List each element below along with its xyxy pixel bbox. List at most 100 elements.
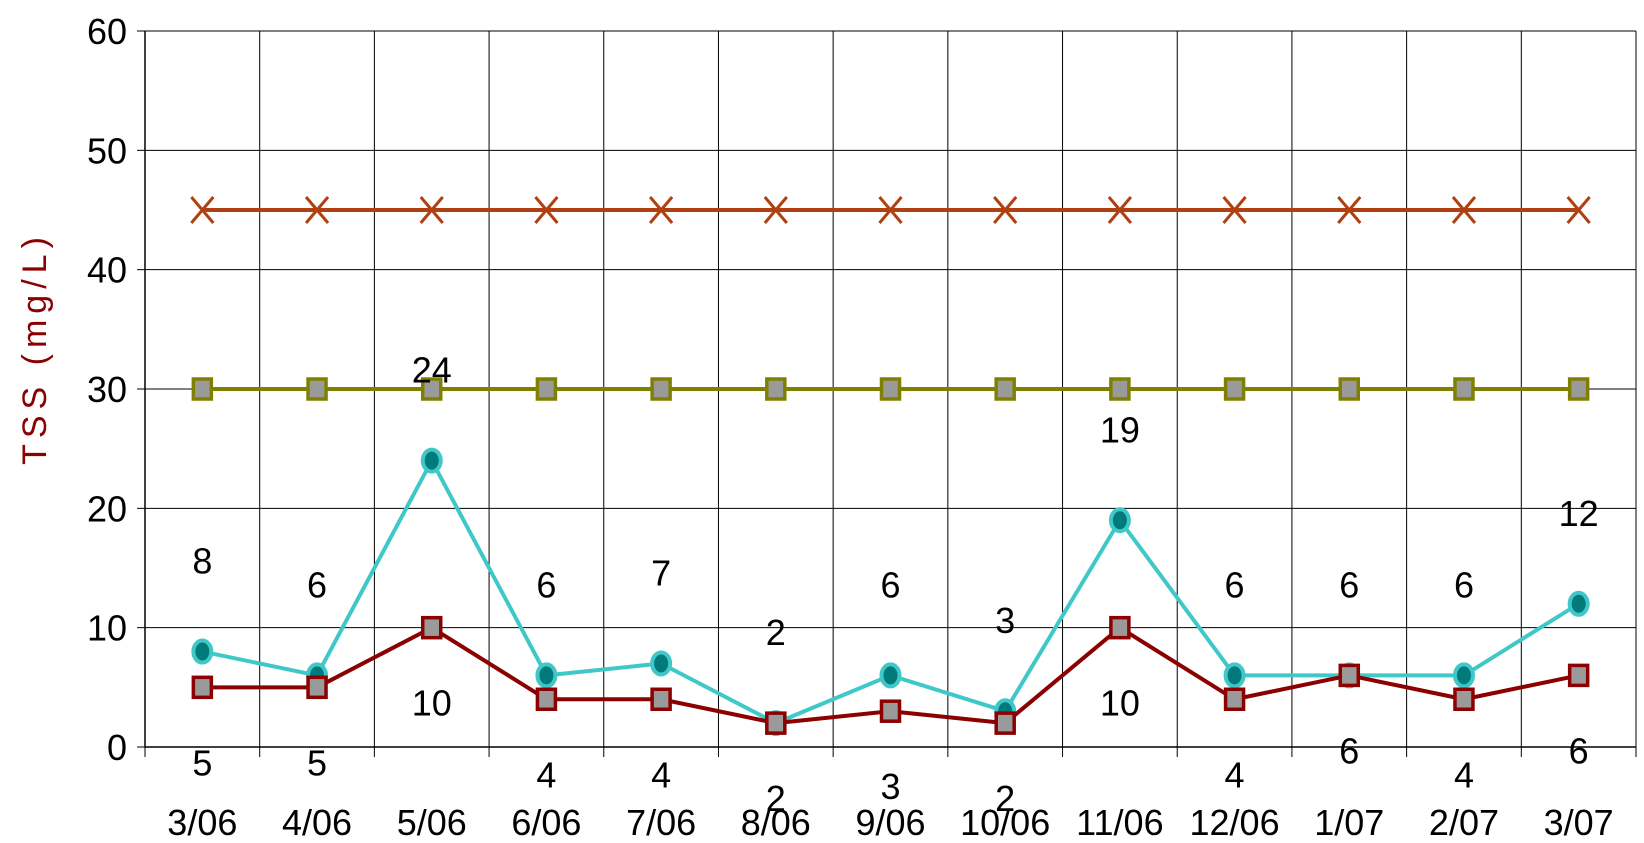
data-point-x-marker	[1107, 196, 1133, 224]
x-marker-stroke	[763, 196, 788, 224]
data-label: 2	[766, 612, 786, 653]
data-point-circle-marker	[535, 662, 558, 689]
data-point-circle-marker	[1108, 507, 1131, 534]
y-tick-label: 10	[87, 608, 127, 649]
data-point-square-marker	[306, 675, 328, 700]
x-marker-stroke	[1222, 196, 1247, 224]
data-label: 12	[1559, 493, 1599, 534]
data-label: 5	[307, 742, 327, 783]
data-label: 6	[880, 564, 900, 605]
x-marker-stroke	[1107, 196, 1133, 224]
y-axis-tick-labels: 0 10 20 30 40 50 60	[87, 11, 127, 768]
data-label: 6	[1225, 564, 1245, 605]
data-label: 6	[536, 564, 556, 605]
y-tick-label: 40	[87, 250, 127, 291]
data-point-square-marker	[1338, 377, 1361, 401]
x-marker-stroke	[190, 196, 215, 224]
x-tick-label: 1/07	[1314, 802, 1384, 843]
data-point-circle-marker	[1452, 662, 1475, 689]
data-point-square-marker	[879, 699, 902, 723]
data-point-square-marker	[1453, 377, 1475, 401]
data-label: 2	[766, 778, 786, 819]
axes	[137, 30, 1637, 757]
data-point-x-marker	[190, 196, 215, 224]
y-tick-label: 50	[87, 130, 127, 171]
data-point-square-marker	[535, 377, 558, 401]
data-point-square-marker	[1338, 663, 1361, 688]
data-label: 4	[1454, 754, 1474, 795]
data-label: 6	[1569, 730, 1589, 771]
data-point-square-marker	[765, 711, 787, 735]
x-marker-stroke	[878, 196, 903, 224]
x-tick-label: 7/06	[626, 802, 696, 843]
x-marker-stroke	[1451, 196, 1477, 224]
data-point-x-marker	[648, 196, 674, 224]
data-point-square-marker	[191, 377, 214, 401]
y-tick-label: 0	[107, 727, 127, 768]
x-tick-label: 9/06	[855, 802, 925, 843]
data-point-square-marker	[994, 711, 1016, 735]
data-label: 10	[1100, 683, 1140, 724]
data-point-square-marker	[306, 377, 328, 401]
data-point-x-marker	[763, 196, 788, 224]
data-label: 24	[412, 350, 452, 391]
y-axis-label: TSS (mg/L)	[16, 231, 54, 465]
data-label: 5	[192, 742, 212, 783]
x-tick-label: 4/06	[282, 802, 352, 843]
data-point-x-marker	[1337, 196, 1362, 224]
data-label: 3	[995, 600, 1015, 641]
x-marker-stroke	[1566, 196, 1591, 224]
y-tick-label: 20	[87, 488, 127, 529]
data-label: 7	[651, 552, 671, 593]
data-point-square-marker	[650, 377, 672, 401]
x-tick-label: 10/06	[960, 802, 1050, 843]
data-point-square-marker	[1567, 663, 1590, 688]
data-point-square-marker	[1567, 377, 1590, 401]
data-label: 6	[1339, 730, 1359, 771]
data-point-square-marker	[420, 377, 443, 401]
data-point-x-marker	[419, 196, 444, 224]
data-labels: 8 6 24 6 7 2 6 3 19 6 6 6 12 5 5 10 4 4 2 3 2 10 4 6 4 6	[192, 350, 1598, 820]
x-tick-label: 12/06	[1190, 802, 1280, 843]
data-point-square-marker	[650, 687, 672, 712]
data-label: 8	[192, 541, 212, 582]
data-point-square-marker	[994, 377, 1016, 401]
data-label: 6	[1454, 564, 1474, 605]
x-tick-label: 2/07	[1429, 802, 1499, 843]
data-label: 2	[995, 778, 1015, 819]
data-point-x-marker	[1566, 196, 1591, 224]
y-tick-label: 30	[87, 369, 127, 410]
y-tick-label: 60	[87, 11, 127, 52]
data-label: 19	[1100, 409, 1140, 450]
data-point-circle-marker	[420, 447, 443, 474]
data-label: 3	[880, 766, 900, 807]
data-point-x-marker	[534, 196, 559, 224]
data-label: 6	[1339, 564, 1359, 605]
data-point-x-marker	[1222, 196, 1247, 224]
data-point-circle-marker	[1223, 662, 1246, 689]
data-point-circle-marker	[191, 638, 214, 665]
x-axis-tick-labels: 3/06 4/06 5/06 6/06 7/06 8/06 9/06 10/06 11/06 12…	[167, 802, 1613, 843]
data-point-square-marker	[1223, 377, 1246, 401]
data-point-x-marker	[993, 196, 1018, 224]
x-marker-stroke	[648, 196, 674, 224]
data-point-circle-marker	[879, 662, 902, 689]
x-tick-label: 11/06	[1076, 802, 1163, 843]
x-tick-label: 6/06	[511, 802, 581, 843]
data-point-x-marker	[1451, 196, 1477, 224]
data-point-square-marker	[765, 377, 787, 401]
data-point-square-marker	[535, 687, 558, 712]
data-point-x-marker	[878, 196, 903, 224]
x-tick-label: 8/06	[741, 802, 811, 843]
data-point-square-marker	[1109, 615, 1131, 640]
x-marker-stroke	[419, 196, 444, 224]
x-marker-stroke	[304, 196, 330, 224]
data-point-square-marker	[1109, 377, 1131, 401]
x-marker-stroke	[993, 196, 1018, 224]
x-marker-stroke	[1337, 196, 1362, 224]
x-tick-label: 3/07	[1544, 802, 1614, 843]
data-label: 10	[412, 683, 452, 724]
data-point-square-marker	[191, 675, 214, 700]
data-point-circle-marker	[1567, 590, 1590, 617]
